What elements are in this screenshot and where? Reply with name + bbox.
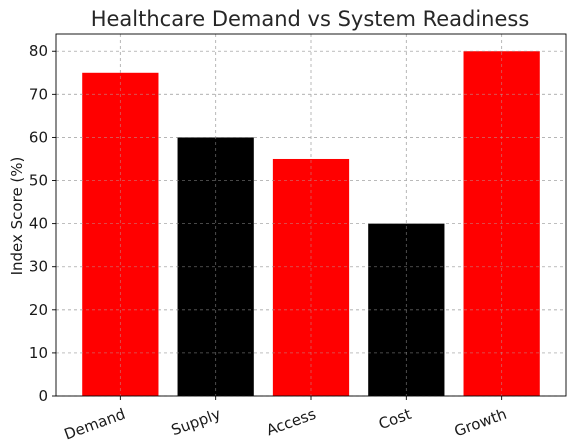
y-axis-label: Index Score (%) [8,157,26,276]
x-tick-label-access: Access [264,405,319,440]
x-ticks: Demand Supply Access Cost Growth [62,396,509,444]
x-tick-label-demand: Demand [62,405,128,444]
y-tick-label-2: 20 [29,301,48,319]
y-tick-label-5: 50 [29,172,48,190]
y-tick-label-8: 80 [29,42,48,60]
y-tick-label-0: 0 [38,387,48,405]
y-tick-label-7: 70 [29,85,48,103]
y-tick-label-3: 30 [29,258,48,276]
bars [56,34,566,397]
y-tick-label-1: 10 [29,344,48,362]
y-tick-label-6: 60 [29,128,48,146]
x-tick-label-cost: Cost [376,405,414,433]
x-tick-label-supply: Supply [169,405,223,439]
y-tick-label-4: 40 [29,215,48,233]
chart-title: Healthcare Demand vs System Readiness [91,7,530,31]
x-tick-label-growth: Growth [452,405,509,440]
y-ticks: 0 10 20 30 40 50 60 70 80 [29,42,56,405]
